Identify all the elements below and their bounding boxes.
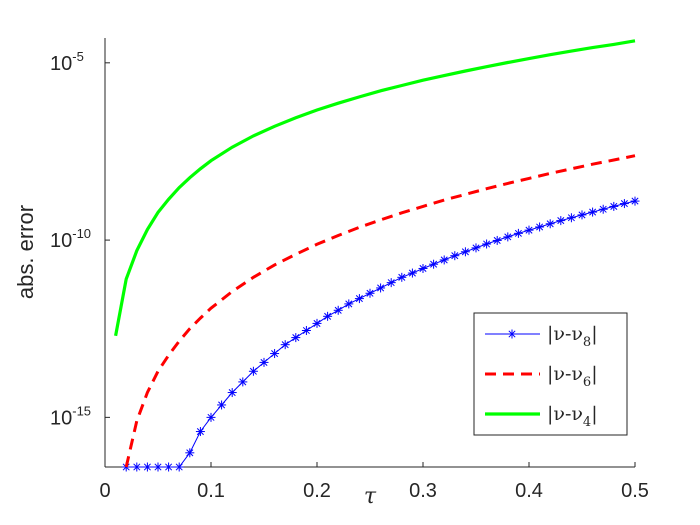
- series-point-0: [556, 216, 566, 226]
- series-point-0: [164, 462, 174, 472]
- y-tick-exponent: -15: [72, 403, 91, 418]
- series-point-0: [460, 247, 470, 257]
- x-ticks: 0 0.1 0.2 0.3 0.4 0.5: [99, 462, 649, 502]
- series-point-0: [397, 272, 407, 282]
- series-point-0: [323, 311, 333, 321]
- series-point-0: [566, 213, 576, 223]
- legend: |ν-ν8||ν-ν6||ν-ν4|: [473, 312, 628, 436]
- series-point-0: [333, 305, 343, 315]
- series-point-0: [259, 357, 269, 367]
- series-point-0: [630, 196, 640, 206]
- series-point-0: [291, 333, 301, 343]
- series-point-0: [142, 462, 152, 472]
- series-point-0: [545, 219, 555, 229]
- y-tick-exponent: -5: [72, 49, 84, 64]
- legend-items: |ν-ν8||ν-ν6||ν-ν4|: [485, 323, 598, 430]
- legend-entry-0: |ν-ν8|: [485, 323, 598, 350]
- series-point-0: [418, 263, 428, 273]
- x-tick-label: 0.2: [303, 480, 331, 502]
- legend-label: |ν-ν6|: [547, 363, 598, 390]
- legend-label-subscript: 6: [583, 375, 591, 390]
- legend-label-main: |ν-ν: [547, 323, 583, 345]
- series-point-0: [312, 318, 322, 328]
- x-tick-label: 0.1: [197, 480, 225, 502]
- legend-label-end: |: [591, 363, 597, 385]
- series-point-0: [365, 288, 375, 298]
- legend-label-main: |ν-ν: [547, 363, 583, 385]
- series-point-0: [524, 225, 534, 235]
- series-point-0: [153, 462, 163, 472]
- series-point-0: [513, 228, 523, 238]
- y-tick-label: 10-5: [50, 49, 84, 75]
- series-layer: [114, 39, 640, 472]
- series-point-0: [248, 366, 258, 376]
- series-point-0: [354, 294, 364, 304]
- series-point-0: [238, 377, 248, 387]
- legend-label: |ν-ν4|: [547, 403, 598, 430]
- series-point-0: [227, 388, 237, 398]
- series-point-0: [344, 299, 354, 309]
- series-point-0: [280, 340, 290, 350]
- y-tick-exponent: -10: [72, 226, 91, 241]
- legend-label-end: |: [591, 323, 597, 345]
- legend-label: |ν-ν8|: [547, 323, 598, 350]
- legend-entry-1: |ν-ν6|: [485, 363, 598, 390]
- series-line-2: [114, 39, 636, 337]
- series-point-0: [132, 462, 142, 472]
- series-point-0: [195, 427, 205, 437]
- series-point-0: [609, 201, 619, 211]
- series-point-0: [206, 412, 216, 422]
- x-axis-label: τ: [364, 484, 377, 509]
- series-point-0: [619, 199, 629, 209]
- series-point-0: [482, 239, 492, 249]
- legend-entry-2: |ν-ν4|: [485, 403, 598, 430]
- x-tick-label: 0.3: [409, 480, 437, 502]
- x-tick-label: 0: [99, 480, 110, 502]
- series-point-0: [301, 326, 311, 335]
- series-point-0: [598, 204, 608, 214]
- series-point-0: [429, 259, 439, 269]
- series-point-0: [503, 232, 513, 242]
- series-point-0: [270, 349, 280, 359]
- y-tick-base: 10: [50, 407, 72, 429]
- legend-label-main: |ν-ν: [547, 403, 583, 425]
- series-point-0: [492, 235, 502, 245]
- series-point-0: [577, 210, 587, 220]
- x-tick-label: 0.5: [621, 480, 649, 502]
- y-tick-base: 10: [50, 230, 72, 252]
- y-tick-base: 10: [50, 53, 72, 75]
- series-point-0: [185, 448, 195, 458]
- series-point-0: [471, 243, 481, 253]
- series-line-1: [124, 154, 636, 468]
- legend-label-subscript: 8: [583, 335, 591, 350]
- series-point-0: [407, 268, 417, 278]
- series-point-0: [376, 283, 386, 293]
- series-point-0: [450, 251, 460, 261]
- y-tick-label: 10-10: [50, 226, 91, 252]
- legend-label-end: |: [591, 403, 597, 425]
- legend-marker: [507, 329, 517, 339]
- series-point-0: [439, 255, 449, 265]
- series-point-0: [386, 278, 396, 288]
- series-point-0: [174, 462, 184, 472]
- series-point-0: [588, 207, 598, 217]
- y-tick-label: 10-15: [50, 403, 91, 429]
- series-point-0: [217, 400, 227, 410]
- x-tick-label: 0.4: [515, 480, 543, 502]
- legend-label-subscript: 4: [583, 415, 591, 430]
- series-point-0: [535, 222, 545, 232]
- y-axis-label: abs. error: [13, 205, 38, 299]
